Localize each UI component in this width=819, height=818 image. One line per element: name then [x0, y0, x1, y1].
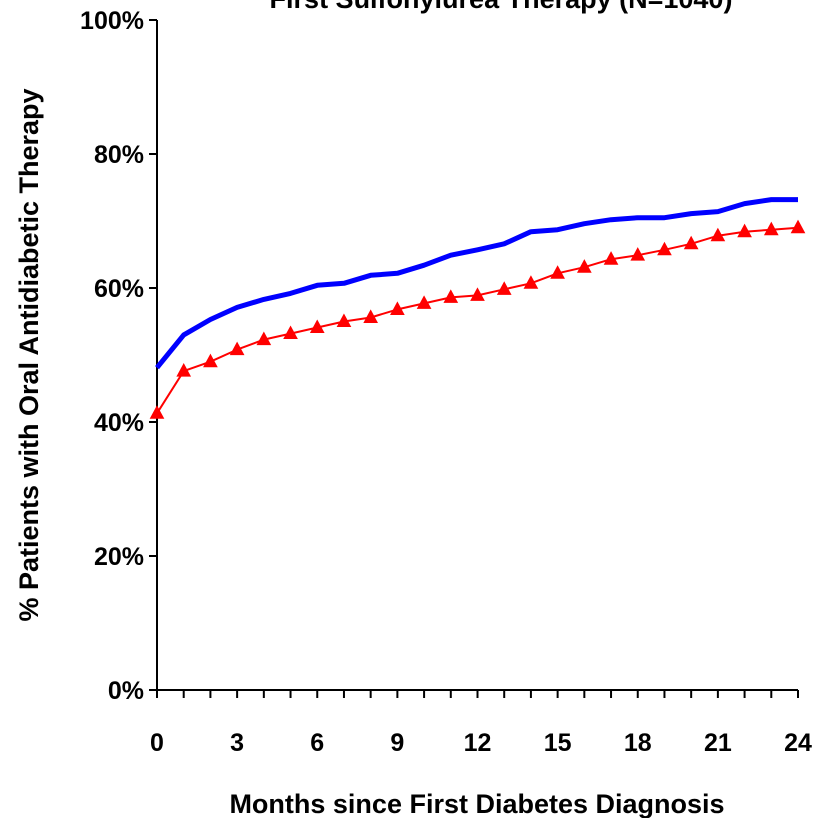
series-2-marker — [523, 275, 539, 289]
x-tick-label: 9 — [390, 729, 404, 757]
x-tick-label: 6 — [310, 729, 324, 757]
series-2-marker — [737, 223, 752, 238]
series-2-line — [156, 226, 799, 414]
series-2-marker — [576, 259, 592, 273]
chart-title: First Sulfonylurea Therapy (N=1040) — [270, 0, 733, 14]
series-2-marker — [309, 319, 325, 334]
y-tick-label: 100% — [80, 7, 144, 35]
x-tick-label: 18 — [624, 729, 652, 757]
series-2-marker — [336, 313, 352, 327]
x-tick-label: 0 — [150, 729, 164, 757]
x-tick-label: 12 — [464, 729, 492, 757]
series-2-marker — [149, 405, 165, 419]
series-2-marker — [203, 353, 218, 368]
x-tick-label: 15 — [544, 729, 572, 757]
y-tick-label: 60% — [94, 275, 144, 303]
series-1-line — [155, 197, 798, 370]
series-2-marker — [763, 221, 779, 236]
plot-area: 0% 20% 40% 60% 80% 100% 0 3 6 9 12 15 18 21 24 — [80, 7, 812, 757]
series-2-marker — [390, 301, 405, 315]
series-2-marker — [630, 247, 646, 261]
x-tick-label: 21 — [704, 729, 732, 757]
series-2-marker — [603, 251, 619, 265]
y-axis-title: % Patients with Oral Antidiabetic Therap… — [14, 88, 44, 621]
series-2-marker — [470, 287, 485, 301]
series-2-marker — [790, 219, 806, 234]
series-2-marker — [683, 235, 699, 250]
series-2-marker — [496, 281, 512, 295]
series-2-marker — [363, 309, 379, 323]
series-2-marker — [229, 341, 245, 356]
series-2-marker — [443, 289, 459, 303]
x-tick-label: 3 — [230, 729, 244, 757]
series-2-marker — [710, 227, 726, 242]
x-tick-label: 24 — [784, 729, 812, 757]
series-2-marker — [657, 241, 672, 256]
y-tick-label: 80% — [94, 141, 144, 169]
series-2-marker — [176, 363, 192, 377]
y-tick-label: 0% — [108, 677, 144, 705]
series-2-marker — [416, 295, 432, 309]
series-2-marker — [550, 265, 565, 279]
series-2-marker — [256, 331, 272, 346]
y-tick-label: 20% — [94, 543, 144, 571]
y-tick-label: 40% — [94, 409, 144, 437]
series-2-marker — [283, 325, 298, 340]
x-axis-title: Months since First Diabetes Diagnosis — [229, 789, 724, 818]
